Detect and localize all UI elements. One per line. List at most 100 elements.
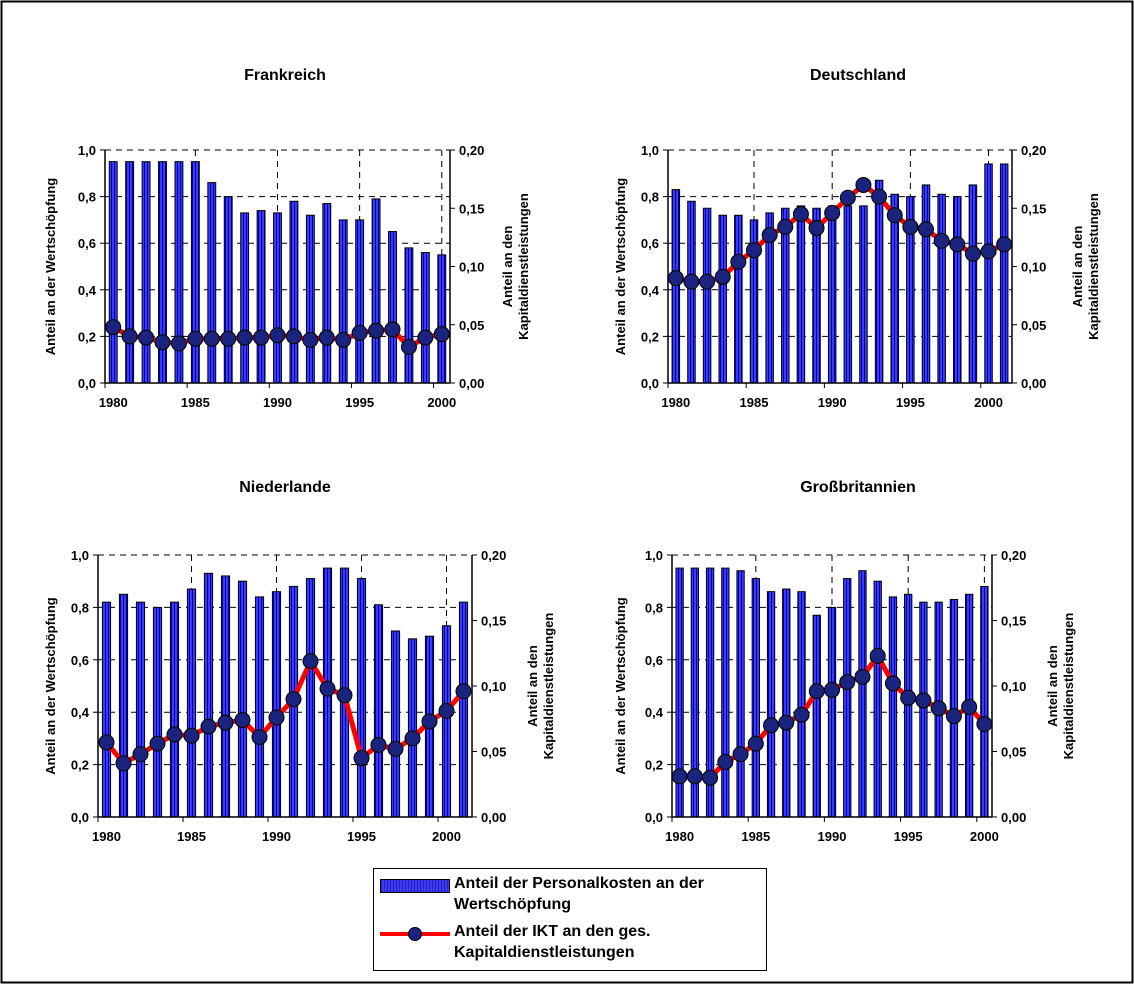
y2-axis-title-line2: Kapitaldienstleistungen xyxy=(1086,193,1101,340)
chart-panel-3: Niederlande 0,0 0,2 0,4 0,6 0,8 1,0 0,00 0,05 0,1… xyxy=(43,479,556,844)
line-marker xyxy=(285,328,302,345)
line-marker xyxy=(234,712,251,729)
line-marker xyxy=(886,207,903,224)
y-tick-label: 0,6 xyxy=(645,653,663,668)
bar xyxy=(207,182,217,384)
line-marker xyxy=(808,220,825,237)
x-tick-label: 1980 xyxy=(661,395,690,410)
line-marker xyxy=(138,329,155,346)
line-marker xyxy=(915,692,932,709)
line-marker xyxy=(268,709,285,726)
bar xyxy=(441,625,452,818)
line-marker xyxy=(400,338,417,355)
line-marker xyxy=(251,729,268,746)
line-marker xyxy=(667,270,684,287)
x-tick-label: 1985 xyxy=(177,829,206,844)
y2-tick-label: 0,15 xyxy=(459,201,484,216)
x-tick-label: 1990 xyxy=(263,395,292,410)
y-axis-title: Anteil an der Wertschöpfung xyxy=(43,597,58,774)
line-marker xyxy=(980,243,997,260)
bar xyxy=(254,596,265,818)
bar xyxy=(141,161,151,384)
line-marker xyxy=(404,730,421,747)
y2-tick-label: 0,15 xyxy=(1001,614,1026,629)
y-tick-label: 0,6 xyxy=(71,653,89,668)
line-marker xyxy=(115,755,132,772)
x-tick-label: 1990 xyxy=(818,829,847,844)
y2-tick-label: 0,05 xyxy=(1001,745,1026,760)
line-marker xyxy=(686,768,703,785)
bar xyxy=(108,161,118,384)
line-marker xyxy=(121,328,138,345)
bar xyxy=(305,578,316,818)
bar xyxy=(256,210,266,384)
y2-tick-label: 0,05 xyxy=(481,745,506,760)
line-marker xyxy=(336,687,353,704)
line-marker xyxy=(302,331,319,348)
bar xyxy=(812,614,821,818)
bar xyxy=(407,638,418,818)
line-marker xyxy=(285,691,302,708)
bar xyxy=(118,593,129,818)
y2-axis-title-line2: Kapitaldienstleistungen xyxy=(541,613,556,760)
legend-item-bars: Anteil der Personalkosten an der Wertsch… xyxy=(380,873,764,915)
line-marker xyxy=(902,218,919,235)
bar xyxy=(437,254,447,384)
x-tick-label: 1990 xyxy=(818,395,847,410)
y2-tick-label: 0,10 xyxy=(459,260,484,275)
line-marker xyxy=(98,734,115,751)
bar xyxy=(782,588,791,818)
line-marker xyxy=(353,750,370,767)
y-tick-label: 0,0 xyxy=(641,376,659,391)
y-tick-label: 0,8 xyxy=(645,600,663,615)
bar xyxy=(736,570,745,818)
line-marker xyxy=(236,329,253,346)
y-tick-label: 0,2 xyxy=(641,329,659,344)
bar xyxy=(404,247,414,384)
x-tick-label: 1995 xyxy=(896,395,925,410)
y2-axis-title-line2: Kapitaldienstleistungen xyxy=(516,193,531,340)
bar xyxy=(273,212,282,384)
line-marker xyxy=(269,327,286,344)
y-tick-label: 0,4 xyxy=(71,705,90,720)
line-marker xyxy=(839,189,856,206)
y2-axis-title-line2: Kapitaldienstleistungen xyxy=(1061,613,1076,760)
y-tick-label: 0,0 xyxy=(78,376,96,391)
y2-tick-label: 0,10 xyxy=(1001,679,1026,694)
line-marker xyxy=(154,334,171,351)
legend-item-line: Anteil der IKT an den ges. Kapitaldienst… xyxy=(380,921,764,963)
line-marker xyxy=(763,717,780,734)
bar xyxy=(843,578,852,818)
series-line xyxy=(104,658,466,766)
line-marker xyxy=(433,326,450,343)
bar xyxy=(186,588,197,818)
y-tick-label: 0,4 xyxy=(641,283,660,298)
line-marker-swatch-icon xyxy=(380,921,450,945)
bar xyxy=(718,214,727,384)
bar xyxy=(289,200,299,384)
line-marker xyxy=(747,735,764,752)
y-tick-label: 0,2 xyxy=(78,329,96,344)
chart-title: Deutschland xyxy=(810,67,906,84)
bar xyxy=(356,578,367,818)
bar xyxy=(671,189,681,384)
bar xyxy=(305,214,315,384)
bar xyxy=(371,198,381,384)
bar xyxy=(858,570,867,818)
x-tick-label: 1985 xyxy=(181,395,210,410)
line-marker xyxy=(384,321,401,338)
y2-tick-label: 0,20 xyxy=(481,548,506,563)
line-marker xyxy=(746,242,762,259)
bar xyxy=(190,161,200,384)
line-marker xyxy=(900,689,917,706)
bar xyxy=(101,601,112,818)
bar xyxy=(980,585,989,818)
line-marker xyxy=(421,713,438,730)
y-tick-label: 0,2 xyxy=(71,758,89,773)
line-marker xyxy=(253,329,270,346)
bar xyxy=(237,580,248,818)
line-marker xyxy=(945,708,962,725)
y-tick-label: 0,8 xyxy=(78,190,96,205)
y2-tick-label: 0,05 xyxy=(1021,318,1046,333)
